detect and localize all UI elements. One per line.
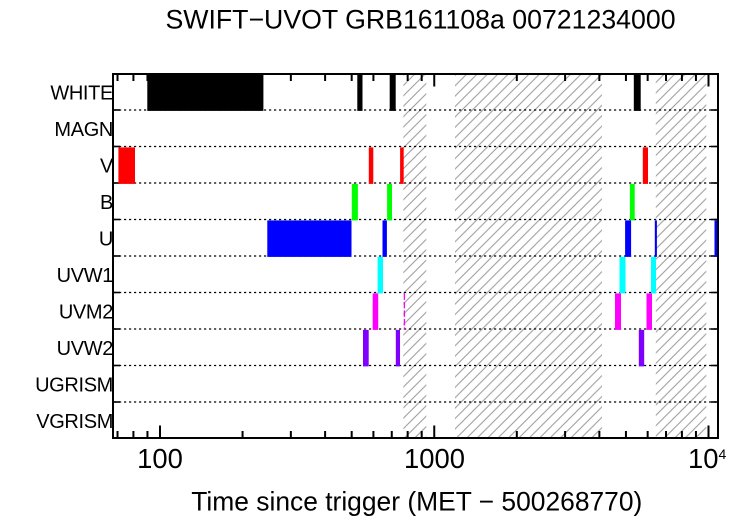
svg-text:WHITE: WHITE bbox=[50, 83, 113, 105]
svg-text:UVM2: UVM2 bbox=[59, 302, 113, 324]
svg-text:MAGN: MAGN bbox=[54, 119, 113, 141]
svg-text:VGRISM: VGRISM bbox=[36, 411, 113, 433]
svg-text:1000: 1000 bbox=[404, 443, 465, 474]
svg-text:B: B bbox=[100, 192, 113, 214]
svg-text:V: V bbox=[100, 156, 114, 178]
svg-text:U: U bbox=[99, 229, 113, 251]
svg-text:UGRISM: UGRISM bbox=[35, 375, 113, 397]
svg-text:SWIFT−UVOT GRB161108a 00721234: SWIFT−UVOT GRB161108a 00721234000 bbox=[165, 4, 675, 34]
svg-text:UVW1: UVW1 bbox=[57, 265, 114, 287]
svg-text:UVW2: UVW2 bbox=[57, 338, 114, 360]
svg-text:100: 100 bbox=[137, 443, 183, 474]
svg-text:Time since trigger (MET − 5002: Time since trigger (MET − 500268770) bbox=[191, 487, 642, 517]
